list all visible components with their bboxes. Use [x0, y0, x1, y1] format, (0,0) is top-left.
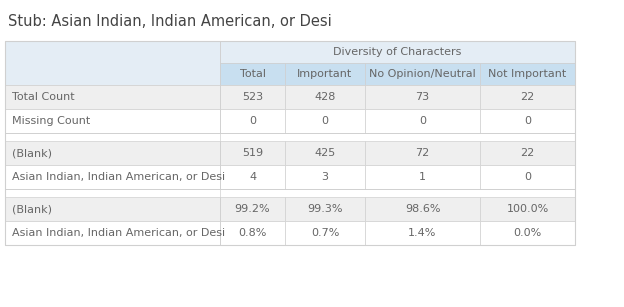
Text: 22: 22: [520, 148, 535, 158]
Text: 519: 519: [242, 148, 263, 158]
Text: 1: 1: [419, 172, 426, 182]
Text: 428: 428: [314, 92, 336, 102]
Bar: [5, 109, 220, 133]
Text: 0.8%: 0.8%: [238, 228, 266, 238]
Bar: [285, 197, 365, 221]
Text: 3: 3: [321, 172, 328, 182]
Text: Total Count: Total Count: [12, 92, 75, 102]
Bar: [5, 85, 220, 109]
Bar: [285, 141, 365, 165]
Bar: [480, 141, 575, 165]
Bar: [5, 133, 575, 141]
Bar: [365, 141, 480, 165]
Bar: [220, 221, 285, 245]
Bar: [480, 63, 575, 85]
Text: 99.3%: 99.3%: [307, 204, 343, 214]
Bar: [220, 141, 285, 165]
Text: 425: 425: [314, 148, 336, 158]
Bar: [5, 141, 220, 165]
Text: Diversity of Characters: Diversity of Characters: [333, 47, 462, 57]
Bar: [285, 221, 365, 245]
Text: 4: 4: [249, 172, 256, 182]
Bar: [285, 109, 365, 133]
Text: Stub: Asian Indian, Indian American, or Desi: Stub: Asian Indian, Indian American, or …: [8, 14, 332, 29]
Bar: [5, 189, 575, 197]
Text: 0: 0: [419, 116, 426, 126]
Text: 0.7%: 0.7%: [311, 228, 339, 238]
Text: (Blank): (Blank): [12, 204, 52, 214]
Bar: [480, 197, 575, 221]
Bar: [480, 165, 575, 189]
Bar: [5, 221, 220, 245]
Text: 22: 22: [520, 92, 535, 102]
Text: 100.0%: 100.0%: [506, 204, 548, 214]
Bar: [480, 85, 575, 109]
Text: 0: 0: [249, 116, 256, 126]
Text: 0.0%: 0.0%: [514, 228, 542, 238]
Bar: [365, 109, 480, 133]
Bar: [285, 63, 365, 85]
Text: 72: 72: [416, 148, 430, 158]
Bar: [220, 165, 285, 189]
Text: Asian Indian, Indian American, or Desi: Asian Indian, Indian American, or Desi: [12, 228, 225, 238]
Text: Missing Count: Missing Count: [12, 116, 90, 126]
Text: 1.4%: 1.4%: [408, 228, 437, 238]
Bar: [5, 165, 220, 189]
Text: 73: 73: [416, 92, 429, 102]
Bar: [365, 197, 480, 221]
Text: 0: 0: [524, 172, 531, 182]
Bar: [365, 63, 480, 85]
Bar: [220, 63, 575, 85]
Bar: [285, 85, 365, 109]
Bar: [480, 109, 575, 133]
Text: (Blank): (Blank): [12, 148, 52, 158]
Text: Important: Important: [298, 69, 353, 79]
Bar: [285, 165, 365, 189]
Bar: [220, 197, 285, 221]
Bar: [365, 221, 480, 245]
Text: No Opinion/Neutral: No Opinion/Neutral: [369, 69, 476, 79]
Bar: [365, 165, 480, 189]
Bar: [5, 41, 220, 85]
Text: 0: 0: [524, 116, 531, 126]
Bar: [5, 197, 220, 221]
Bar: [220, 41, 575, 63]
Text: 0: 0: [321, 116, 328, 126]
Bar: [220, 63, 285, 85]
Bar: [220, 109, 285, 133]
Text: 523: 523: [242, 92, 263, 102]
Text: Not Important: Not Important: [489, 69, 567, 79]
Text: 98.6%: 98.6%: [405, 204, 441, 214]
Text: Asian Indian, Indian American, or Desi: Asian Indian, Indian American, or Desi: [12, 172, 225, 182]
Text: Total: Total: [240, 69, 265, 79]
Text: 99.2%: 99.2%: [235, 204, 270, 214]
Bar: [480, 221, 575, 245]
Bar: [220, 85, 285, 109]
Bar: [365, 85, 480, 109]
Bar: [5, 41, 575, 245]
